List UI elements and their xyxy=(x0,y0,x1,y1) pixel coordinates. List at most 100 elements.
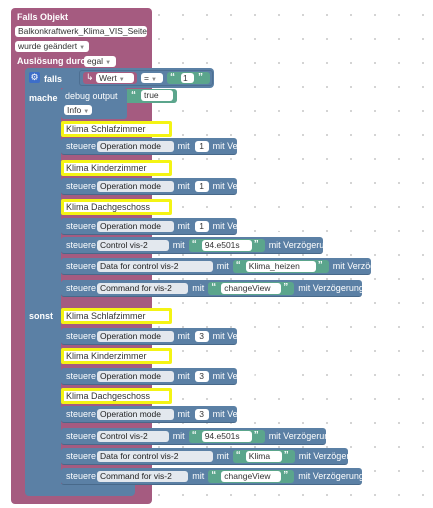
number-value-field[interactable]: 3 xyxy=(194,409,209,420)
target-object-field[interactable]: Operation mode xyxy=(97,221,174,232)
with-label: mit xyxy=(192,471,205,481)
falls-label: falls xyxy=(44,74,63,84)
delay-checkbox[interactable] xyxy=(276,372,286,381)
delay-label: mit Verzögerung xyxy=(212,371,279,381)
delay-checkbox[interactable] xyxy=(362,452,372,461)
delay-label: mit Verzögerung xyxy=(212,221,279,231)
if-else-block[interactable] xyxy=(25,68,61,494)
number-value-field[interactable]: 1 xyxy=(194,141,209,152)
delay-checkbox[interactable] xyxy=(332,432,342,441)
delay-label: mit Verzögerung xyxy=(298,451,365,461)
delay-label: mit Verzögerung xyxy=(268,431,335,441)
comment-text: Klima Schlafzimmer xyxy=(66,124,146,134)
with-label: mit xyxy=(172,431,185,441)
set-label: steuere xyxy=(66,331,97,341)
comment-block[interactable] xyxy=(61,121,172,137)
quote-open-icon: “ xyxy=(211,470,217,481)
with-label: mit xyxy=(177,371,190,381)
comment-block[interactable] xyxy=(61,308,172,324)
comment-block[interactable] xyxy=(61,348,172,364)
text-value-field[interactable]: Klima_heizen xyxy=(245,261,316,272)
with-label: mit xyxy=(177,331,190,341)
with-label: mit xyxy=(177,221,190,231)
set-label: steuere xyxy=(66,409,97,419)
with-label: mit xyxy=(192,283,205,293)
target-object-field[interactable]: Control vis-2 xyxy=(97,240,169,251)
delay-checkbox[interactable] xyxy=(362,284,372,293)
quote-open-icon: “ xyxy=(235,450,241,461)
quote-close-icon: ” xyxy=(253,430,259,441)
with-label: mit xyxy=(177,409,190,419)
comment-text: Klima Dachgeschoss xyxy=(66,391,151,401)
target-object-field[interactable]: Operation mode xyxy=(97,371,174,382)
quote-close-icon: ” xyxy=(283,470,289,481)
quote-open-icon: “ xyxy=(191,430,197,441)
delay-checkbox[interactable] xyxy=(332,241,342,250)
set-label: steuere xyxy=(66,141,97,151)
delay-checkbox[interactable] xyxy=(276,222,286,231)
number-value-field[interactable]: 1 xyxy=(194,221,209,232)
delay-checkbox[interactable] xyxy=(276,142,286,151)
quote-close-icon: ” xyxy=(283,450,289,461)
value-arrow-icon: ↳ xyxy=(86,72,94,82)
delay-checkbox[interactable] xyxy=(276,332,286,341)
target-object-field[interactable]: Operation mode xyxy=(97,181,174,192)
quote-open-icon: “ xyxy=(211,282,217,293)
target-object-field[interactable]: Command for vis-2 xyxy=(97,283,189,294)
delay-checkbox[interactable] xyxy=(276,410,286,419)
text-value-field[interactable]: changeView xyxy=(221,471,282,482)
operator-value: = xyxy=(144,73,149,83)
target-object-field[interactable]: Data for control vis-2 xyxy=(97,451,213,462)
quote-open-icon: “ xyxy=(235,260,241,271)
delay-checkbox[interactable] xyxy=(362,472,372,481)
quote-open-icon: “ xyxy=(191,239,197,250)
comment-text: Klima Schlafzimmer xyxy=(66,311,146,321)
if-footer-bar xyxy=(25,484,135,496)
value-dropdown[interactable]: Wert ▼ xyxy=(96,73,134,83)
debug-level-dropdown[interactable]: Info ▼ xyxy=(64,105,92,115)
text-value-field[interactable]: 94.e501s xyxy=(201,240,252,251)
delay-label: mit Verzögerung xyxy=(332,261,399,271)
quote-close-icon: ” xyxy=(198,72,203,83)
chevron-down-icon: ▼ xyxy=(150,77,157,83)
gear-icon[interactable]: ⚙ xyxy=(29,72,40,83)
condition-value: wurde geändert xyxy=(18,41,78,51)
text-value-field[interactable]: Klima xyxy=(245,451,282,462)
comment-block[interactable] xyxy=(61,388,172,404)
text-value-field[interactable]: 94.e501s xyxy=(201,431,252,442)
target-object-field[interactable]: Data for control vis-2 xyxy=(97,261,213,272)
target-object-field[interactable]: Operation mode xyxy=(97,141,174,152)
source-dropdown[interactable]: egal ▼ xyxy=(84,56,116,67)
text-value-field[interactable]: changeView xyxy=(221,283,282,294)
target-object-field[interactable]: Operation mode xyxy=(97,331,174,342)
compare-value-field[interactable]: 1 xyxy=(181,73,194,83)
delay-label: mit Verzögerung xyxy=(268,240,335,250)
quote-close-icon: ” xyxy=(283,282,289,293)
target-object-field[interactable]: Control vis-2 xyxy=(97,431,169,442)
set-label: steuere xyxy=(66,371,97,381)
condition-dropdown[interactable]: wurde geändert ▼ xyxy=(15,41,89,52)
delay-checkbox[interactable] xyxy=(396,262,406,271)
sonst-label: sonst xyxy=(29,311,54,321)
number-value-field[interactable]: 3 xyxy=(194,331,209,342)
with-label: mit xyxy=(216,261,229,271)
debug-value-field[interactable]: true xyxy=(141,90,173,101)
mache-label: mache xyxy=(29,93,58,103)
delay-label: mit Verzögerung xyxy=(298,283,364,293)
debug-label: debug output xyxy=(65,91,118,101)
target-object-field[interactable]: Operation mode xyxy=(97,409,174,420)
quote-close-icon: ” xyxy=(253,239,259,250)
quote-open-icon: “ xyxy=(131,90,136,101)
set-label: steuere xyxy=(66,261,97,271)
quote-close-icon: ” xyxy=(317,260,323,271)
delay-label: mit Verzögerung xyxy=(298,471,364,481)
number-value-field[interactable]: 3 xyxy=(194,371,209,382)
comment-block[interactable] xyxy=(61,199,172,215)
quote-open-icon: “ xyxy=(170,72,175,83)
operator-dropdown[interactable]: = ▼ xyxy=(141,73,163,83)
delay-checkbox[interactable] xyxy=(276,182,286,191)
comment-block[interactable] xyxy=(61,160,172,176)
object-id-field[interactable]: Balkonkraftwerk_Klima_VIS_Seite xyxy=(15,26,147,37)
target-object-field[interactable]: Command for vis-2 xyxy=(97,471,189,482)
number-value-field[interactable]: 1 xyxy=(194,181,209,192)
